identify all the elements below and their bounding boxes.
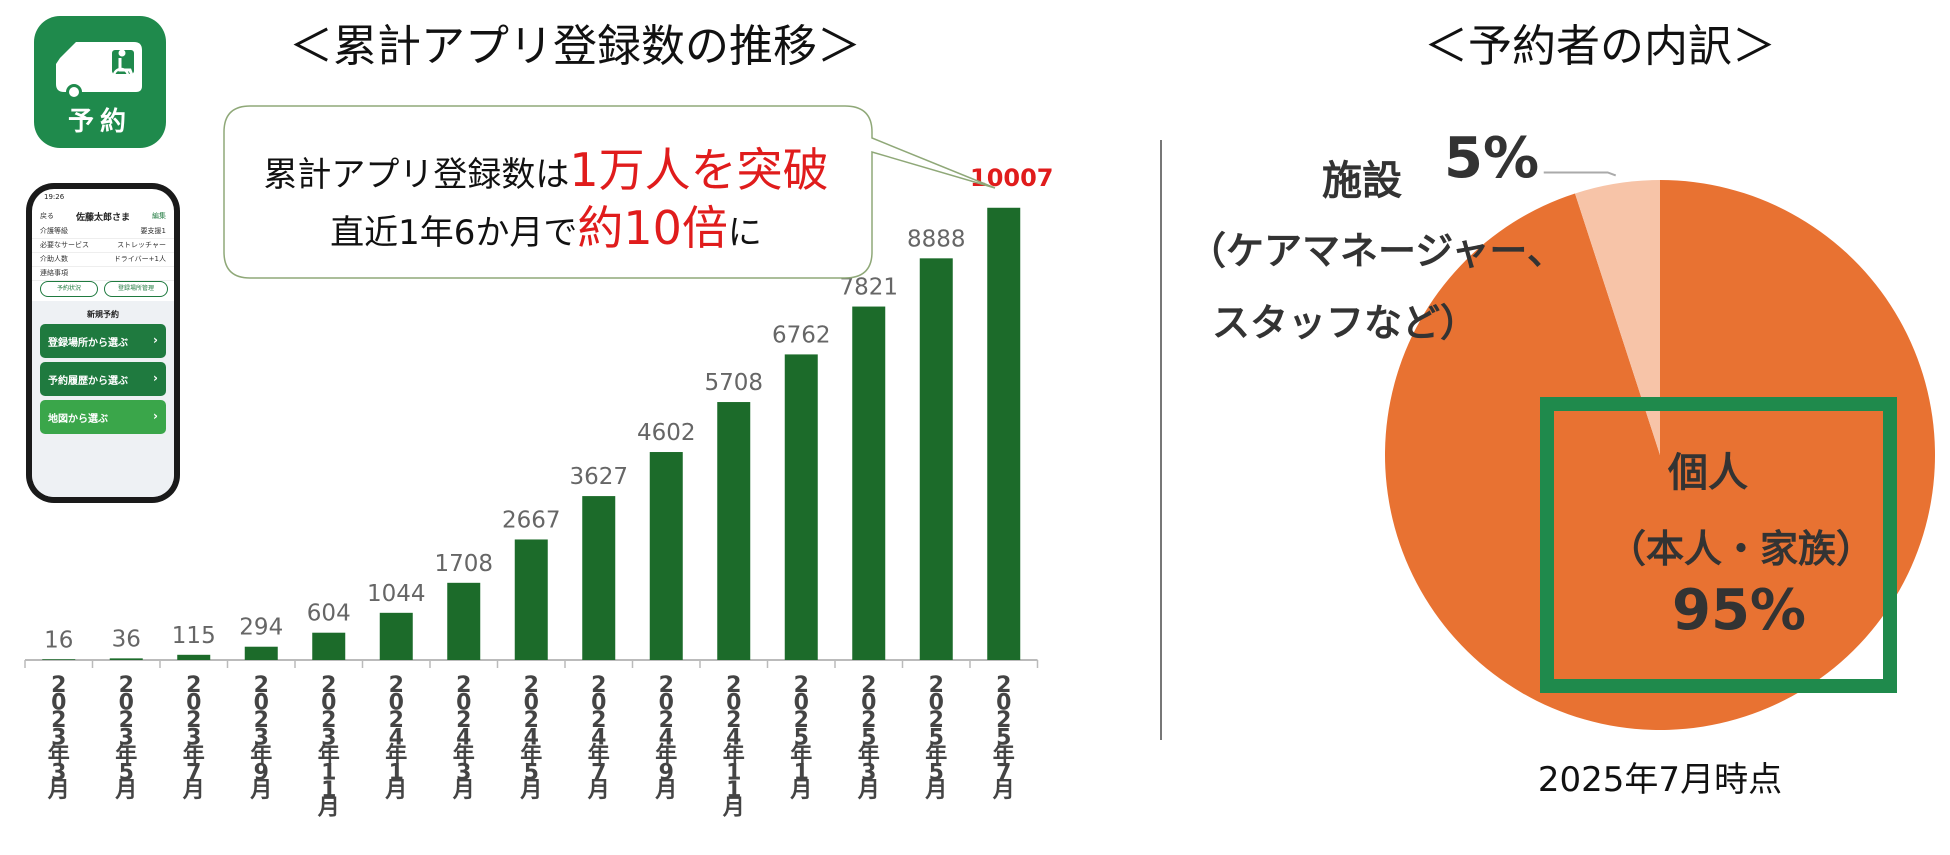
info-row-2: 介助人数 ドライバー+1人 xyxy=(32,253,174,267)
bar xyxy=(919,258,953,660)
bar-value-label: 36 xyxy=(112,626,141,652)
phone-status-time: 19:26 xyxy=(44,193,65,201)
bar-value-label: 604 xyxy=(307,601,351,627)
chevron-right-icon: › xyxy=(153,409,158,423)
pie-as-of-note: 2025年7月時点 xyxy=(1537,760,1783,800)
info-row-1: 必要なサービス ストレッチャー xyxy=(32,239,174,253)
bar-value-label: 3627 xyxy=(569,464,628,490)
bar-value-label: 115 xyxy=(172,623,216,649)
callout: 累計アプリ登録数は1万人を突破 直近1年6か月で約10倍に xyxy=(222,104,872,280)
bar-chart-title: ＜累計アプリ登録数の推移＞ xyxy=(289,21,861,72)
pie-label-individual: 個人 xyxy=(1668,450,1748,496)
bar-chart: 16 2 0 2 3 年 3 月 36 2 0 2 3 年 5 月 115 2 0 2 3 年 7 月 294 2 0 2 3 年 9 月 60… xyxy=(24,164,1054,821)
pie-sublabel-facility-line-1: （ケアマネージャー、 xyxy=(1188,229,1565,273)
callout-line-1: 累計アプリ登録数は1万人を突破 xyxy=(263,143,829,197)
bar-value-label: 2667 xyxy=(502,507,561,533)
bar xyxy=(312,632,346,660)
bar xyxy=(582,496,616,660)
bar-value-label: 7821 xyxy=(839,275,898,301)
pie-value-individual: 95% xyxy=(1672,578,1807,643)
reservation-status-button[interactable]: 予約状況 xyxy=(40,281,98,297)
chevron-right-icon: › xyxy=(153,371,158,385)
new-reservation-heading: 新規予約 xyxy=(87,310,119,319)
bar xyxy=(514,539,548,660)
bar-value-label: 1708 xyxy=(434,551,493,577)
place-management-button[interactable]: 登録場所管理 xyxy=(104,281,168,297)
bar-value-label: 16 xyxy=(44,627,73,653)
phone-screen: 19:26 戻る 佐藤太郎さま 編集 介護等級 要支援1 必要なサービス ストレッチ… xyxy=(32,189,174,497)
bar-value-label: 6762 xyxy=(772,322,831,348)
phone-mockup: 19:26 戻る 佐藤太郎さま 編集 介護等級 要支援1 必要なサービス ストレッチ… xyxy=(26,183,180,503)
pie-slice-facility xyxy=(1575,180,1660,455)
pie-chart xyxy=(1385,171,1935,730)
bar xyxy=(109,658,143,660)
bar xyxy=(987,207,1021,661)
info-row-0: 介護等級 要支援1 xyxy=(32,225,174,239)
bar-value-label: 10007 xyxy=(970,164,1054,192)
pie-value-facility: 5% xyxy=(1444,126,1540,191)
bar xyxy=(447,582,481,660)
bar xyxy=(784,354,818,660)
pie-chart-title: ＜予約者の内訳＞ xyxy=(1424,21,1776,72)
section-divider xyxy=(1160,140,1162,740)
bar-value-label: 294 xyxy=(239,615,283,641)
back-link[interactable]: 戻る xyxy=(40,212,54,220)
bar xyxy=(244,646,278,660)
pie-sublabel-facility-line-2: スタッフなど） xyxy=(1212,301,1479,345)
bar xyxy=(717,402,751,660)
bar xyxy=(42,659,76,660)
app-icon: 予約 xyxy=(34,16,166,148)
select-from-history-button[interactable]: 予約履歴から選ぶ › xyxy=(40,362,166,396)
chevron-right-icon: › xyxy=(153,333,158,347)
phone-user-name: 佐藤太郎さま xyxy=(75,213,130,223)
callout-bubble-shape xyxy=(223,105,996,279)
app-icon-label: 予約 xyxy=(67,107,132,137)
select-from-map-button[interactable]: 地図から選ぶ › xyxy=(40,400,166,434)
bar-value-label: 5708 xyxy=(704,370,763,396)
pie-leader-line xyxy=(1543,171,1617,177)
wheelchair-van-icon xyxy=(56,42,142,100)
bar-value-label: 4602 xyxy=(637,420,696,446)
bar xyxy=(852,306,886,660)
bar-value-label: 1044 xyxy=(367,581,426,607)
edit-link[interactable]: 編集 xyxy=(152,212,166,220)
info-row-3: 連絡事項 xyxy=(32,267,174,281)
highlight-box xyxy=(1540,397,1897,693)
bar xyxy=(177,654,211,660)
select-from-places-button[interactable]: 登録場所から選ぶ › xyxy=(40,324,166,358)
bar xyxy=(649,452,683,660)
bar xyxy=(379,612,413,660)
callout-line-2: 直近1年6か月で約10倍に xyxy=(330,201,762,255)
pie-label-facility: 施設 xyxy=(1322,158,1402,204)
pie-sublabel-individual: （本人・家族） xyxy=(1608,527,1875,571)
bar-value-label: 8888 xyxy=(907,226,966,252)
